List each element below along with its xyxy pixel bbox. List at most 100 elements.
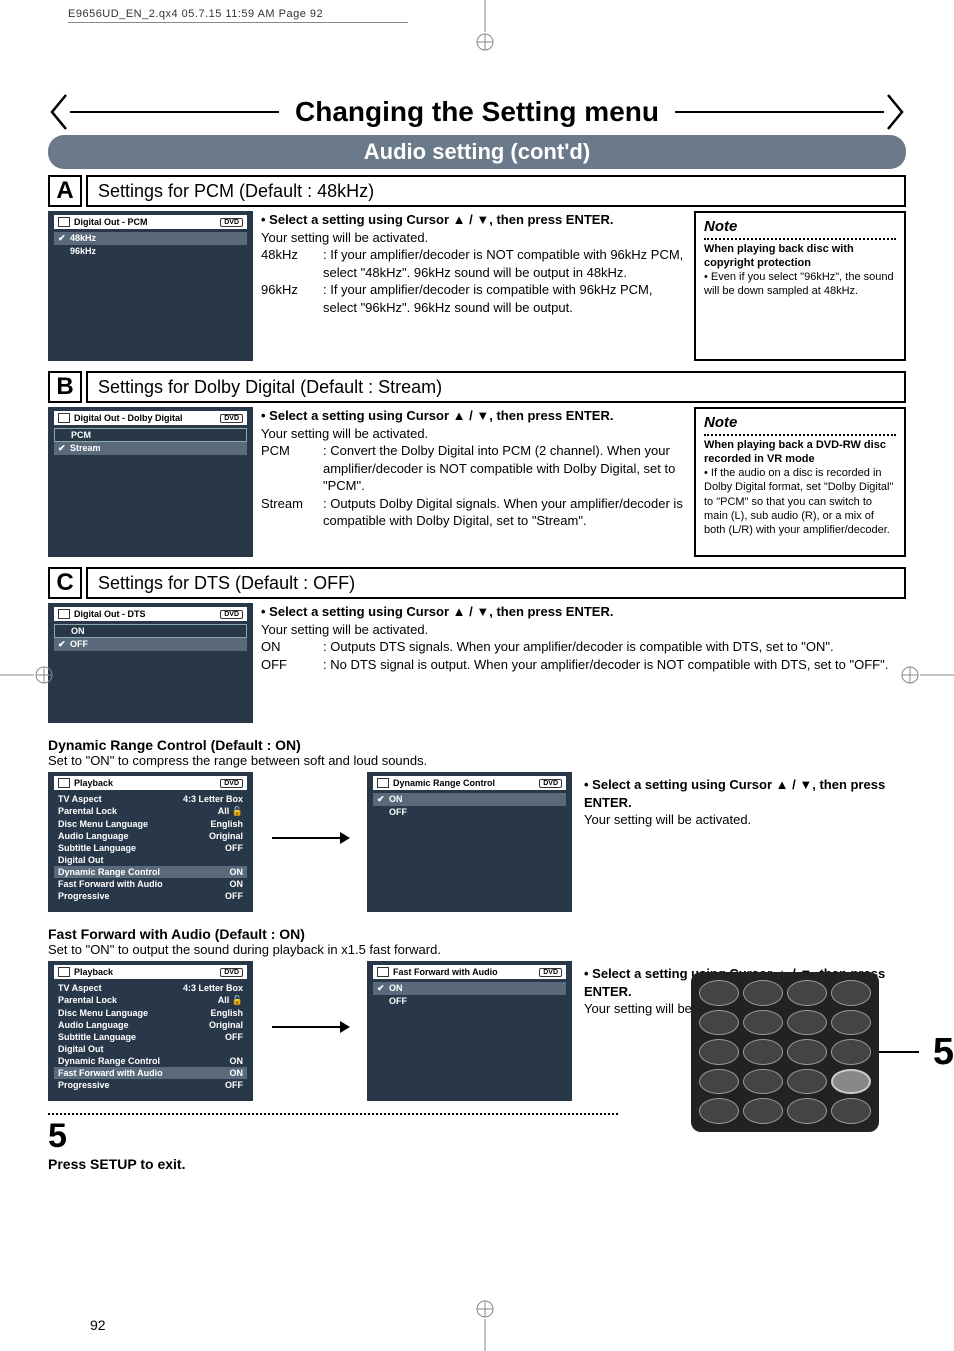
section-b-letter: B — [48, 371, 82, 403]
screen-row: ProgressiveOFF — [48, 890, 253, 902]
screen-row: Digital Out — [48, 1043, 253, 1055]
arrow-icon — [265, 828, 355, 848]
dolby-screen: Digital Out - Dolby Digital DVD PCM✔Strea… — [48, 407, 253, 557]
instruction-item: ON: Outputs DTS signals. When your ampli… — [261, 638, 906, 656]
step5-text: Press SETUP to exit. — [48, 1156, 906, 1172]
pcm-note-text: • Even if you select "96kHz", the sound … — [704, 270, 896, 299]
instruction-item: PCM: Convert the Dolby Digital into PCM … — [261, 442, 686, 495]
dts-instructions: • Select a setting using Cursor ▲ / ▼, t… — [261, 603, 906, 723]
note-title: Note — [704, 413, 896, 436]
screen-row: ON — [54, 624, 247, 638]
dts-sub: Your setting will be activated. — [261, 621, 906, 639]
drc-sub: Set to "ON" to compress the range betwee… — [48, 753, 906, 768]
screen-row: Dynamic Range ControlON — [54, 866, 247, 878]
dolby-note-text: • If the audio on a disc is recorded in … — [704, 466, 896, 537]
section-b-title: Settings for Dolby Digital (Default : St… — [86, 371, 906, 403]
dolby-note-sub: When playing back a DVD-RW disc recorded… — [704, 438, 896, 467]
bottom-crop-mark — [470, 1299, 500, 1351]
dts-screen: Digital Out - DTS DVD ON✔OFF — [48, 603, 253, 723]
dvd-badge: DVD — [539, 779, 562, 788]
screen-row: Disc Menu LanguageEnglish — [48, 1007, 253, 1019]
screen-row: PCM — [54, 428, 247, 442]
pcm-instructions: • Select a setting using Cursor ▲ / ▼, t… — [261, 211, 686, 361]
dolby-note: Note When playing back a DVD-RW disc rec… — [694, 407, 906, 557]
dolby-screen-title: Digital Out - Dolby Digital — [74, 413, 183, 423]
disc-icon — [58, 217, 70, 227]
screen-row: ✔Stream — [54, 442, 247, 455]
screen-row: ProgressiveOFF — [48, 1079, 253, 1091]
dvd-badge: DVD — [539, 968, 562, 977]
screen-row: ✔ON — [373, 982, 566, 995]
section-a-title: Settings for PCM (Default : 48kHz) — [86, 175, 906, 207]
disc-icon — [58, 413, 70, 423]
screen-row: Fast Forward with AudioON — [54, 1067, 247, 1079]
drc-right-sub: Your setting will be activated. — [584, 811, 906, 829]
drc-right-bullet: • Select a setting using Cursor ▲ / ▼, t… — [584, 776, 906, 811]
screen-row: Dynamic Range ControlON — [48, 1055, 253, 1067]
section-c-title: Settings for DTS (Default : OFF) — [86, 567, 906, 599]
dts-screen-title: Digital Out - DTS — [74, 609, 146, 619]
screen-row: OFF — [367, 995, 572, 1007]
ffwa-playback-screen: PlaybackDVD TV Aspect4:3 Letter BoxParen… — [48, 961, 253, 1101]
drc-panel-screen: Dynamic Range Control DVD ✔ONOFF — [367, 772, 572, 912]
disc-icon — [58, 609, 70, 619]
section-c-letter: C — [48, 567, 82, 599]
remote-callout: 5 — [691, 972, 954, 1132]
pcm-screen-title: Digital Out - PCM — [74, 217, 148, 227]
disc-icon — [58, 967, 70, 977]
screen-row: TV Aspect4:3 Letter Box — [48, 982, 253, 994]
pcm-sub: Your setting will be activated. — [261, 229, 686, 247]
section-a-letter: A — [48, 175, 82, 207]
dvd-badge: DVD — [220, 779, 243, 788]
dvd-badge: DVD — [220, 610, 243, 619]
disc-icon — [58, 778, 70, 788]
instruction-item: Stream: Outputs Dolby Digital signals. W… — [261, 495, 686, 530]
instruction-item: 96kHz: If your amplifier/decoder is comp… — [261, 281, 686, 316]
screen-row: ✔ON — [373, 793, 566, 806]
sub-title: Audio setting (cont'd) — [48, 135, 906, 169]
main-title: Changing the Setting menu — [279, 96, 675, 128]
drc-heading: Dynamic Range Control (Default : ON) — [48, 737, 906, 753]
remote-image — [691, 972, 879, 1132]
instruction-item: 48kHz: If your amplifier/decoder is NOT … — [261, 246, 686, 281]
drc-playback-screen: PlaybackDVD TV Aspect4:3 Letter BoxParen… — [48, 772, 253, 912]
screen-row: Disc Menu LanguageEnglish — [48, 818, 253, 830]
drc-panel-title: Dynamic Range Control — [393, 778, 495, 788]
drc-right-instr: • Select a setting using Cursor ▲ / ▼, t… — [584, 772, 906, 829]
section-a-header: A Settings for PCM (Default : 48kHz) — [48, 175, 906, 207]
dolby-instructions: • Select a setting using Cursor ▲ / ▼, t… — [261, 407, 686, 557]
dvd-badge: DVD — [220, 414, 243, 423]
dolby-sub: Your setting will be activated. — [261, 425, 686, 443]
screen-row: Subtitle LanguageOFF — [48, 1031, 253, 1043]
screen-row: ✔OFF — [54, 638, 247, 651]
ffwa-panel-screen: Fast Forward with AudioDVD ✔ONOFF — [367, 961, 572, 1101]
pcm-note-sub: When playing back disc with copyright pr… — [704, 242, 896, 271]
instruction-item: OFF: No DTS signal is output. When your … — [261, 656, 906, 674]
right-crop-mark — [898, 660, 954, 690]
screen-row: Parental LockAll 🔓 — [48, 805, 253, 818]
callout-num: 5 — [933, 1031, 954, 1074]
disc-icon — [377, 967, 389, 977]
screen-row: ✔48kHz — [54, 232, 247, 245]
main-title-bar: Changing the Setting menu — [48, 93, 906, 131]
chevron-left-icon — [48, 93, 70, 131]
left-crop-mark — [0, 660, 56, 690]
ffwa-playback-title: Playback — [74, 967, 113, 977]
dvd-badge: DVD — [220, 218, 243, 227]
screen-row: OFF — [367, 806, 572, 818]
dolby-bullet: • Select a setting using Cursor ▲ / ▼, t… — [261, 407, 686, 425]
section-b-header: B Settings for Dolby Digital (Default : … — [48, 371, 906, 403]
drc-playback-title: Playback — [74, 778, 113, 788]
arrow-icon — [265, 1017, 355, 1037]
screen-row: Digital Out — [48, 854, 253, 866]
screen-row: Parental LockAll 🔓 — [48, 994, 253, 1007]
screen-row: Subtitle LanguageOFF — [48, 842, 253, 854]
screen-row: Audio LanguageOriginal — [48, 830, 253, 842]
screen-row: Audio LanguageOriginal — [48, 1019, 253, 1031]
pcm-bullet: • Select a setting using Cursor ▲ / ▼, t… — [261, 211, 686, 229]
pcm-screen: Digital Out - PCMDVD ✔48kHz96kHz — [48, 211, 253, 361]
chevron-right-icon — [884, 93, 906, 131]
screen-row: Fast Forward with AudioON — [48, 878, 253, 890]
section-c-header: C Settings for DTS (Default : OFF) — [48, 567, 906, 599]
dts-bullet: • Select a setting using Cursor ▲ / ▼, t… — [261, 603, 906, 621]
